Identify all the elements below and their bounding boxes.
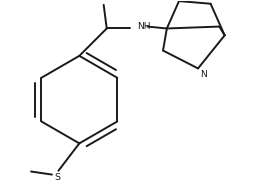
Text: S: S	[54, 173, 60, 182]
Text: N: N	[200, 70, 207, 79]
Text: NH: NH	[137, 22, 151, 31]
